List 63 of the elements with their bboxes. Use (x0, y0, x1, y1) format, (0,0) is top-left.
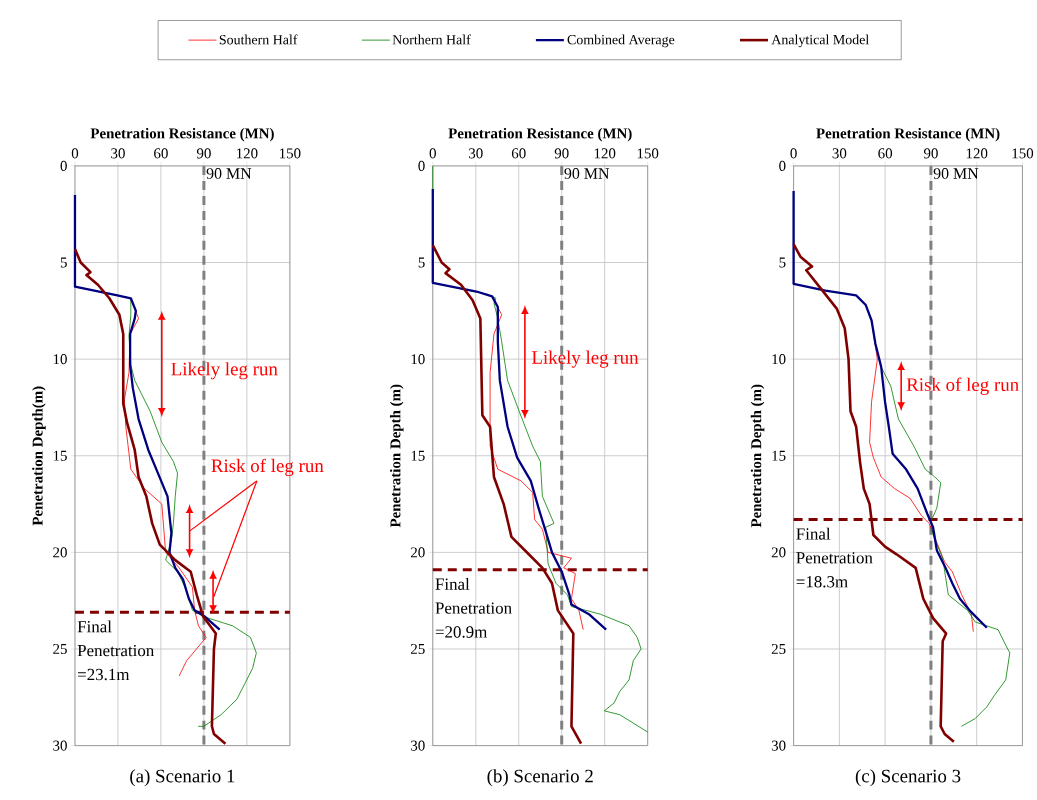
ref-line-label: 90 MN (933, 168, 979, 180)
y-tick-label: 5 (779, 257, 786, 268)
annotation: Risk of leg run (906, 377, 1019, 396)
x-tick-label: 120 (594, 148, 616, 159)
y-tick-label: 0 (60, 161, 67, 172)
x-tick-label: 60 (878, 148, 893, 159)
y-tick-label: 10 (411, 354, 425, 365)
y-tick-label: 20 (771, 547, 786, 558)
ref-line-label: 90 MN (564, 168, 610, 180)
x-tick-label: 120 (236, 148, 258, 159)
ref-line-label: Final Penetration =18.3m (796, 527, 873, 588)
y-tick-label: 15 (411, 450, 425, 461)
y-tick-label: 30 (771, 740, 786, 751)
x-tick-label: 0 (790, 148, 797, 159)
ref-line-label: 90 MN (206, 168, 252, 180)
y-tick-label: 10 (53, 354, 67, 365)
annotation: Likely leg run (531, 350, 639, 368)
y-tick-label: 25 (410, 644, 425, 655)
y-tick-label: 15 (53, 450, 67, 461)
ref-line-label: Final Penetration =20.9m (435, 578, 512, 638)
annotation: Risk of leg run (211, 458, 324, 477)
legend-label: Northern Half (392, 34, 471, 45)
x-tick-label: 60 (511, 148, 526, 159)
y-tick-label: 20 (53, 547, 67, 558)
legend-label: Southern Half (219, 34, 298, 45)
y-axis-title: Penetration Depth (m) (750, 384, 765, 528)
x-tick-label: 60 (154, 148, 168, 159)
text: (a) Scenario 1 (130, 769, 235, 787)
y-tick-label: 25 (771, 644, 786, 655)
y-tick-label: 5 (418, 257, 425, 268)
x-tick-label: 150 (279, 148, 301, 159)
text: (b) Scenario 2 (487, 769, 593, 787)
y-tick-label: 30 (53, 740, 67, 751)
x-tick-label: 0 (71, 148, 79, 159)
y-axis-title: Penetration Depth(m) (32, 386, 46, 526)
x-tick-label: 150 (637, 148, 659, 159)
y-tick-label: 20 (410, 547, 425, 558)
y-tick-label: 30 (411, 740, 425, 751)
text: (c) Scenario 3 (855, 769, 961, 787)
x-axis-title: Penetration Resistance (MN) (816, 128, 1000, 142)
legend-label: Combined Average (567, 34, 675, 48)
x-tick-label: 30 (469, 148, 483, 159)
x-axis-title: Penetration Resistance (MN) (90, 128, 274, 142)
annotation: Likely leg run (171, 362, 278, 380)
x-tick-label: 150 (1012, 148, 1034, 159)
y-tick-label: 0 (779, 161, 786, 172)
y-tick-label: 0 (418, 161, 425, 172)
y-tick-label: 15 (772, 450, 786, 461)
y-tick-label: 5 (60, 257, 67, 268)
line-series (792, 190, 988, 630)
x-tick-label: 0 (429, 148, 436, 159)
x-tick-label: 90 (554, 148, 569, 159)
x-tick-label: 30 (111, 148, 125, 159)
x-tick-label: 30 (832, 148, 847, 159)
y-tick-label: 10 (772, 354, 786, 365)
ref-line-label: Final Penetration =23.1m (77, 620, 155, 681)
y-axis-title: Penetration Depth (m) (389, 384, 404, 528)
x-tick-label: 90 (923, 148, 938, 159)
legend-label: Analytical Model (771, 34, 869, 48)
y-tick-label: 25 (53, 644, 67, 655)
x-tick-label: 90 (196, 148, 211, 159)
x-axis-title: Penetration Resistance (MN) (448, 128, 632, 142)
x-tick-label: 120 (966, 148, 988, 159)
